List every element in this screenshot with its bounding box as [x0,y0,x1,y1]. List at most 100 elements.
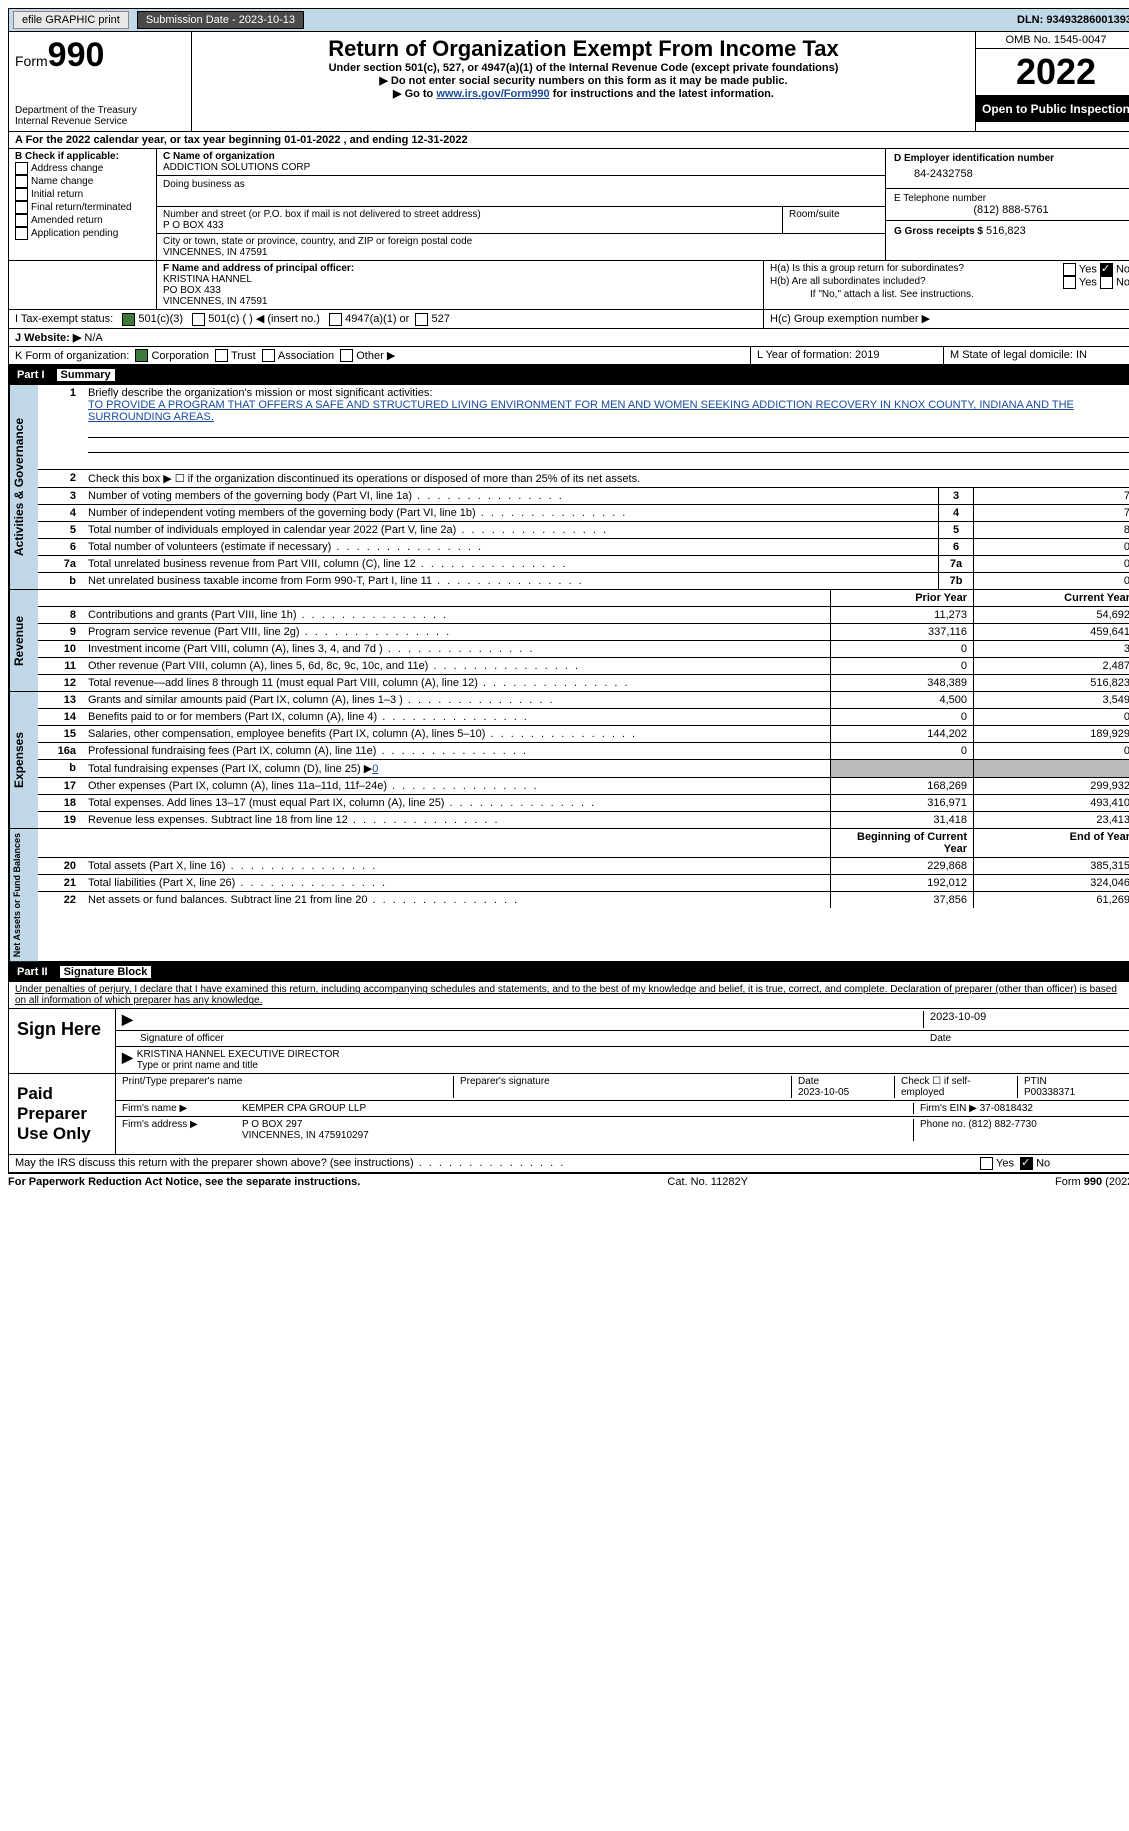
form-label: Form [15,53,48,69]
paid-preparer-label: Paid Preparer Use Only [9,1074,116,1154]
date-label: Date [924,1033,1129,1044]
part-2-bar: Part II Signature Block [8,962,1129,982]
k-corp[interactable]: Corporation [151,350,208,362]
org-city: VINCENNES, IN 47591 [163,247,879,258]
h-c: H(c) Group exemption number ▶ [764,310,1129,328]
box-k-label: K Form of organization: [15,350,129,362]
k-trust[interactable]: Trust [231,350,256,362]
officer-city: VINCENNES, IN 47591 [163,296,757,307]
status-row: I Tax-exempt status: 501(c)(3) 501(c) ( … [8,310,1129,329]
submission-date-badge: Submission Date - 2023-10-13 [137,11,304,29]
h-note: If "No," attach a list. See instructions… [770,289,1129,300]
room-suite: Room/suite [783,207,885,233]
firm-ein: 37-0818432 [980,1103,1033,1114]
line1-label: Briefly describe the organization's miss… [88,387,1129,399]
firm-ein-label: Firm's EIN ▶ [920,1103,977,1114]
firm-phone: (812) 882-7730 [968,1119,1036,1130]
part-1-title: Summary [57,369,115,381]
col-current: Current Year [973,590,1129,606]
firm-addr: P O BOX 297 [242,1119,302,1130]
discuss-yes[interactable]: Yes [996,1158,1014,1170]
h-a: H(a) Is this a group return for subordin… [770,263,1063,276]
firm-addr-label: Firm's address ▶ [122,1119,242,1141]
subtitle-2: ▶ Do not enter social security numbers o… [379,75,787,87]
sec-expenses-label: Expenses [9,692,38,828]
period-pre: A For the 2022 calendar year, or tax yea… [15,134,284,146]
part-1-bar: Part I Summary [8,365,1129,385]
org-address: P O BOX 433 [163,220,776,231]
page-footer: For Paperwork Reduction Act Notice, see … [8,1173,1129,1190]
org-form-row: K Form of organization: Corporation Trus… [8,347,1129,366]
te-527[interactable]: 527 [431,313,449,325]
pra-notice: For Paperwork Reduction Act Notice, see … [8,1176,360,1188]
prep-date-label: Date [798,1076,819,1087]
box-c-label: C Name of organization [163,151,275,162]
cb-final-return[interactable]: Final return/terminated [31,202,132,213]
goto-pre: ▶ Go to [393,88,436,100]
officer-name-title: KRISTINA HANNEL EXECUTIVE DIRECTOR [137,1049,340,1060]
paid-preparer-block: Paid Preparer Use Only Print/Type prepar… [8,1074,1129,1155]
mission-text: TO PROVIDE A PROGRAM THAT OFFERS A SAFE … [88,399,1129,423]
website-value: N/A [81,332,102,344]
box-e-label: E Telephone number [894,193,1128,204]
irs-link[interactable]: www.irs.gov/Form990 [436,88,549,100]
arrow-icon-2: ▶ [122,1049,133,1071]
hb-yes[interactable]: Yes [1079,276,1097,288]
prep-date: 2023-10-05 [798,1087,849,1098]
state-domicile: IN [1076,349,1087,361]
year-formation: 2019 [855,349,879,361]
dln-label: DLN: 93493286001393 [1017,14,1129,26]
efile-print-button[interactable]: efile GRAPHIC print [13,11,129,29]
te-501c[interactable]: 501(c) ( ) ◀ (insert no.) [208,313,320,325]
omb-number: OMB No. 1545-0047 [976,32,1129,49]
part-2-title: Signature Block [60,966,152,978]
form-ref: Form 990 (2022) [1055,1176,1129,1188]
sign-here-block: Sign Here ▶2023-10-09 Signature of offic… [8,1009,1129,1074]
te-4947[interactable]: 4947(a)(1) or [345,313,409,325]
col-beginning: Beginning of Current Year [830,829,973,857]
discuss-no[interactable]: No [1036,1158,1050,1170]
cb-app-pending[interactable]: Application pending [31,228,118,239]
part-2-num: Part II [17,966,48,978]
firm-phone-label: Phone no. [920,1119,966,1130]
form-number: 990 [48,36,105,74]
col-prior: Prior Year [830,590,973,606]
firm-name-label: Firm's name ▶ [122,1103,242,1114]
ptin-label: PTIN [1024,1076,1047,1087]
prep-sig-label: Preparer's signature [454,1076,792,1098]
box-l-label: L Year of formation: [757,349,855,361]
ha-yes[interactable]: Yes [1079,263,1097,275]
k-other[interactable]: Other ▶ [356,350,395,362]
prep-name-label: Print/Type preparer's name [122,1076,454,1098]
revenue-section: Revenue Prior YearCurrent Year 8Contribu… [8,590,1129,692]
cb-initial-return[interactable]: Initial return [31,189,83,200]
activities-section: Activities & Governance 1 Briefly descri… [8,385,1129,590]
goto-post: for instructions and the latest informat… [550,88,774,100]
te-501c3[interactable]: 501(c)(3) [138,313,183,325]
top-toolbar: efile GRAPHIC print Submission Date - 20… [8,8,1129,32]
cb-address-change[interactable]: Address change [31,163,103,174]
sign-here-label: Sign Here [9,1009,116,1073]
sec-net-label: Net Assets or Fund Balances [9,829,38,961]
ha-no[interactable]: No [1116,263,1129,275]
form-title: Return of Organization Exempt From Incom… [198,36,969,62]
cb-name-change[interactable]: Name change [31,176,93,187]
period-row: A For the 2022 calendar year, or tax yea… [8,132,1129,149]
sec-revenue-label: Revenue [9,590,38,691]
check-self[interactable]: Check ☐ if self-employed [895,1076,1018,1098]
phone-value: (812) 888-5761 [894,204,1128,216]
tax-exempt-label: I Tax-exempt status: [15,313,113,325]
hb-no[interactable]: No [1116,276,1129,288]
officer-row: F Name and address of principal officer:… [8,261,1129,310]
officer-addr: PO BOX 433 [163,285,757,296]
firm-city: VINCENNES, IN 475910297 [242,1130,369,1141]
discuss-row: May the IRS discuss this return with the… [8,1155,1129,1173]
sig-date: 2023-10-09 [923,1011,1129,1028]
box-f-label: F Name and address of principal officer: [163,263,354,274]
box-d-label: D Employer identification number [894,153,1054,164]
k-assoc[interactable]: Association [278,350,334,362]
dept-treasury: Department of the Treasury [15,105,185,116]
period-end: 12-31-2022 [411,134,467,146]
cb-amended[interactable]: Amended return [31,215,103,226]
part-1-num: Part I [17,369,45,381]
